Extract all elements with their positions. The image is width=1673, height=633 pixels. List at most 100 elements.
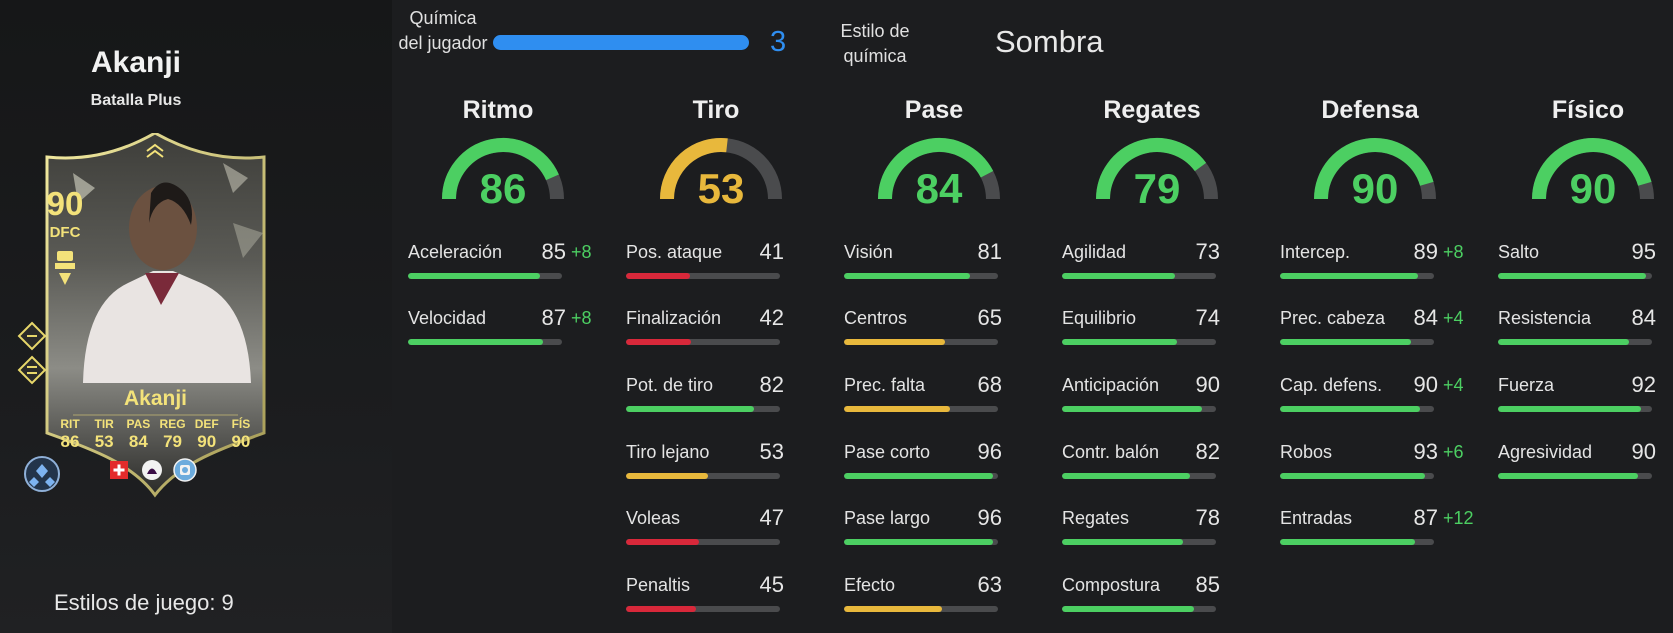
stat-bar (1280, 339, 1434, 345)
stat-row: Prec. cabeza 84 +4 (1280, 305, 1464, 348)
stat-name: Cap. defens. (1280, 375, 1383, 395)
stat-bar (626, 473, 780, 479)
playstyle-icon (17, 321, 47, 356)
gauge-fill (442, 138, 559, 200)
player-card[interactable]: 90 DFC Akanji RIT 86 TIR 53 PAS 84 REG 79 DE… (17, 133, 278, 503)
stat-bar (626, 273, 780, 279)
card-stat-label: RIT (60, 417, 80, 431)
category-value: 79 (1133, 165, 1181, 212)
stat-bar-fill (1498, 339, 1629, 345)
stat-value: 92 (1631, 372, 1656, 397)
gauge-ritmo (442, 138, 564, 200)
stat-row: Aceleración 85 +8 (408, 239, 592, 282)
stat-bonus: +4 (1443, 375, 1464, 395)
card-stat: TIR 53 (87, 417, 121, 452)
stat-value: 85 (1195, 572, 1220, 597)
stat-value: 53 (759, 439, 784, 464)
stat-name: Entradas (1280, 508, 1353, 528)
playstyles-count[interactable]: Estilos de juego: 9 (54, 590, 234, 615)
stat-bar (408, 339, 562, 345)
stat-name: Regates (1062, 508, 1130, 528)
gauge-regates (1096, 138, 1218, 200)
stat-row: Entradas 87 +12 (1280, 505, 1474, 548)
stat-row: Pot. de tiro 82 (626, 372, 786, 415)
card-player-name: Akanji (123, 387, 188, 410)
card-frame (45, 133, 266, 498)
stat-bonus: +8 (571, 308, 592, 328)
gauge-fisico (1532, 138, 1654, 200)
category-title: Ritmo (462, 96, 534, 124)
stat-row: Pase largo 96 (844, 505, 1004, 548)
stat-name: Voleas (626, 508, 681, 528)
stat-value: 82 (759, 372, 784, 397)
stat-bar (626, 339, 780, 345)
gauge-fill (660, 138, 728, 200)
premier-league-icon (141, 459, 163, 486)
gauge-fill (1096, 138, 1207, 200)
player-name: Akanji (90, 46, 182, 79)
stat-bonus: +6 (1443, 442, 1464, 462)
stat-value: 87 (1413, 505, 1438, 530)
card-stat: DEF 90 (190, 417, 224, 452)
gauge-pase (878, 138, 1000, 200)
stat-row: Efecto 63 (844, 572, 1004, 615)
stat-value: 82 (1195, 439, 1220, 464)
stat-bar-fill (844, 606, 942, 612)
stat-bar-fill (844, 273, 970, 279)
stat-name: Agilidad (1062, 242, 1127, 262)
stat-bar-fill (408, 273, 541, 279)
stat-bar (1062, 606, 1216, 612)
stat-bar (844, 539, 998, 545)
stat-row: Pase corto 96 (844, 439, 1004, 482)
card-stat: FÍS 90 (224, 417, 258, 452)
card-stat: REG 79 (156, 417, 190, 452)
stat-bar (626, 406, 780, 412)
stat-name: Equilibrio (1062, 308, 1137, 328)
stat-row: Penaltis 45 (626, 572, 786, 615)
stat-row: Regates 78 (1062, 505, 1222, 548)
stat-bar (844, 406, 998, 412)
evolution-icon (23, 455, 61, 498)
stat-bar-fill (626, 473, 709, 479)
category-regates: Regates 79 Agilidad 73 Equilibrio 74 Ant… (1062, 90, 1222, 633)
stat-bar-fill (844, 539, 994, 545)
stat-row: Tiro lejano 53 (626, 439, 786, 482)
stat-name: Penaltis (626, 575, 691, 595)
stat-bar-fill (1062, 339, 1178, 345)
stat-bar-fill (626, 273, 690, 279)
stat-bar (1498, 273, 1652, 279)
category-title: Tiro (692, 96, 740, 124)
category-pase: Pase 84 Visión 81 Centros 65 Prec. falta… (844, 90, 1004, 633)
role-icon (53, 251, 77, 292)
stat-name: Compostura (1062, 575, 1161, 595)
stat-bar-fill (1498, 473, 1638, 479)
stat-bonus: +12 (1443, 508, 1474, 528)
stat-value: 96 (977, 505, 1002, 530)
stat-bar (844, 339, 998, 345)
chemistry-value: 3 (770, 26, 787, 58)
stat-name: Efecto (844, 575, 896, 595)
category-fisico: Físico 90 Salto 95 Resistencia 84 Fuerza… (1498, 90, 1658, 633)
stat-value: 84 (1413, 305, 1438, 330)
stat-row: Pos. ataque 41 (626, 239, 786, 282)
stat-row: Intercep. 89 +8 (1280, 239, 1464, 282)
stat-name: Centros (844, 308, 908, 328)
stat-value: 84 (1631, 305, 1656, 330)
stat-bonus: +8 (571, 242, 592, 262)
stat-name: Velocidad (408, 308, 487, 328)
chemistry-style-value[interactable]: Sombra (995, 24, 1104, 59)
stat-bar-fill (626, 606, 697, 612)
card-stat-value: 90 (231, 432, 251, 451)
stat-bar (844, 606, 998, 612)
stat-name: Pot. de tiro (626, 375, 714, 395)
card-stat-value: 90 (197, 432, 217, 451)
card-rating: 90 (46, 185, 84, 222)
category-value: 84 (915, 165, 963, 212)
stat-value: 95 (1631, 239, 1656, 264)
gauge-tiro (660, 138, 782, 200)
stat-bar-fill (844, 473, 994, 479)
stat-name: Anticipación (1062, 375, 1160, 395)
stat-row: Agresividad 90 (1498, 439, 1658, 482)
stat-row: Visión 81 (844, 239, 1004, 282)
stat-name: Pase largo (844, 508, 931, 528)
